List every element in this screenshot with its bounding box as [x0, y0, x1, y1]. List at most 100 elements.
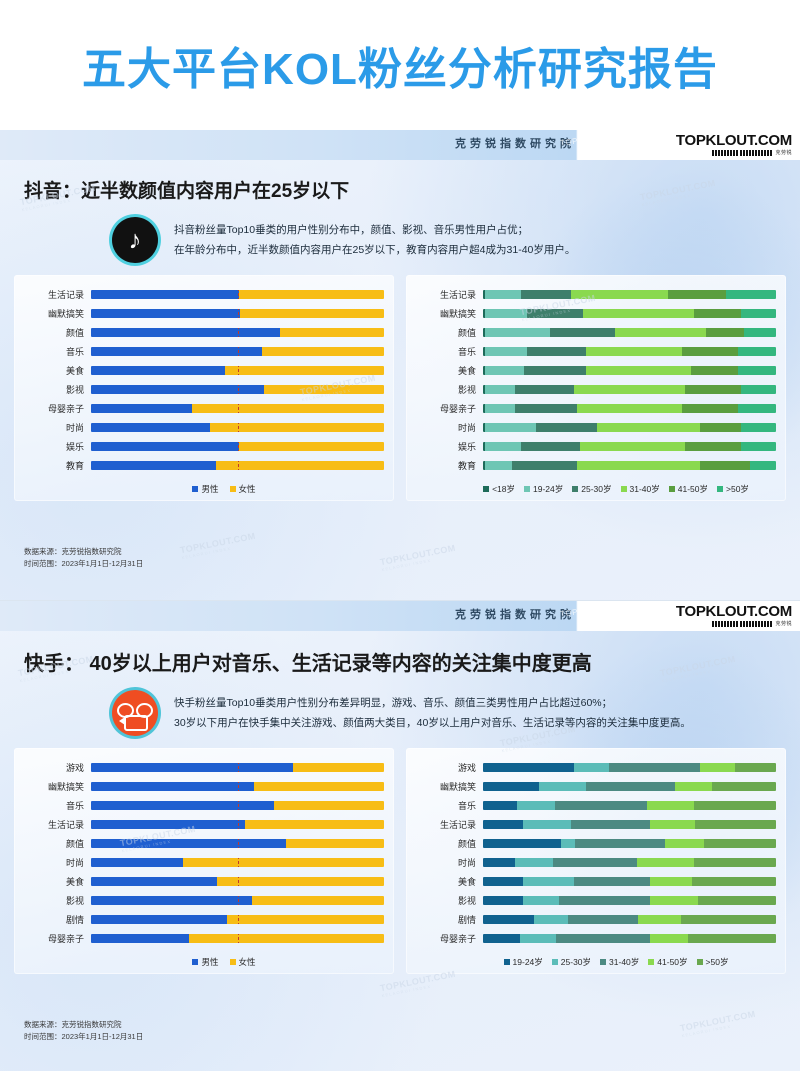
bar-segment-女性	[279, 328, 384, 337]
category-label: 游戏	[65, 763, 84, 773]
category-label: 时尚	[65, 423, 84, 433]
section-intro: 快手粉丝量Top10垂类用户性别分布差异明显，游戏、音乐、颜值三类男性用户占比超…	[112, 690, 800, 736]
bar-segment-<18岁	[483, 423, 486, 432]
reference-line	[237, 858, 239, 867]
chart-row: 生活记录	[416, 285, 776, 304]
kuaishou-logo-icon	[112, 690, 158, 736]
bar-segment-25-30岁	[516, 801, 555, 810]
bar-segment-31-40岁	[554, 801, 648, 810]
stacked-bar	[483, 461, 776, 470]
topklout-wordmark: TOPKLOUT.COM	[675, 132, 792, 149]
chart-row: 颜值	[416, 323, 776, 342]
stacked-bar	[483, 877, 776, 886]
category-label: 生活记录	[47, 820, 84, 830]
bar-segment->50岁	[749, 461, 776, 470]
legend-item: 25-30岁	[572, 483, 612, 495]
bar-segment-25-30岁	[515, 404, 577, 413]
bar-segment->50岁	[737, 347, 776, 356]
bar-segment->50岁	[693, 858, 776, 867]
page-title: 五大平台KOL粉丝分析研究报告	[82, 45, 718, 94]
bar-segment-<18岁	[483, 404, 486, 413]
bar-segment->50岁	[704, 839, 776, 848]
category-label: 母婴亲子	[439, 404, 476, 414]
douyin-logo-icon: ♪	[112, 217, 158, 263]
legend-label: 19-24岁	[512, 957, 543, 967]
intro-text: 快手粉丝量Top10垂类用户性别分布差异明显，游戏、音乐、颜值三类男性用户占比超…	[174, 693, 691, 734]
chart-row: 游戏	[416, 758, 776, 777]
bar-segment-25-30岁	[560, 839, 576, 848]
intro-line-1: 抖音粉丝量Top10垂类的用户性别分布中，颜值、影视、音乐男性用户占优；	[174, 223, 529, 236]
category-label: 时尚	[457, 423, 476, 433]
legend-swatch-icon	[229, 959, 236, 965]
category-label: 美食	[65, 366, 84, 376]
barcode-icon	[711, 620, 773, 627]
stacked-bar	[483, 896, 776, 905]
bar-segment-男性	[91, 934, 190, 943]
chart-row: 生活记录	[416, 815, 776, 834]
bar-segment-男性	[91, 763, 294, 772]
bar-segment->50岁	[743, 328, 776, 337]
legend-label: 19-24岁	[533, 484, 564, 494]
stacked-bar	[483, 858, 776, 867]
legend-swatch-icon	[668, 486, 675, 492]
chart-row: 母婴亲子	[416, 929, 776, 948]
bar-segment-19-24岁	[483, 915, 535, 924]
legend-label: <18岁	[492, 484, 515, 494]
category-label: 音乐	[65, 801, 84, 811]
bar-segment-31-40岁	[570, 820, 650, 829]
legend-swatch-icon	[503, 959, 510, 965]
reference-line	[237, 839, 239, 848]
reference-line	[237, 404, 239, 413]
bar-segment-31-40岁	[553, 858, 637, 867]
bar-segment-男性	[91, 442, 239, 451]
bar-segment-41-50岁	[691, 366, 738, 375]
chart-row: 幽默搞笑	[24, 304, 384, 323]
bar-segment-男性	[91, 385, 264, 394]
bar-segment-男性	[91, 782, 254, 791]
legend-item: 41-50岁	[668, 483, 708, 495]
bar-segment-31-40岁	[614, 328, 706, 337]
legend-item: 25-30岁	[551, 956, 591, 968]
bar-segment-31-40岁	[582, 309, 694, 318]
topklout-wordmark: TOPKLOUT.COM	[675, 603, 792, 620]
bar-segment-男性	[91, 404, 193, 413]
bar-segment-女性	[227, 915, 384, 924]
legend-item: 男性	[192, 956, 219, 968]
bar-segment-41-50岁	[699, 423, 741, 432]
bar-segment-女性	[215, 461, 384, 470]
bar-segment-男性	[91, 366, 226, 375]
bar-segment->50岁	[711, 782, 776, 791]
chart-legend: 男性 女性	[24, 483, 384, 495]
bar-segment-女性	[252, 896, 384, 905]
category-label: 影视	[65, 385, 84, 395]
stacked-bar	[483, 366, 776, 375]
legend-label: 31-40岁	[609, 957, 640, 967]
chart-kuaishou-age: 游戏 幽默搞笑 音乐 生活记录 颜值 时尚 美食 影视 剧情 母婴亲子 19-24岁 25-30岁 3…	[406, 748, 786, 974]
bar-segment-19-24岁	[485, 423, 536, 432]
bar-segment-女性	[244, 820, 384, 829]
bar-segment-31-40岁	[576, 461, 700, 470]
bar-segment-男性	[91, 309, 241, 318]
bar-segment->50岁	[726, 290, 776, 299]
bar-segment-41-50岁	[636, 858, 694, 867]
legend-item: 男性	[192, 483, 219, 495]
stacked-bar	[483, 782, 776, 791]
chart-row: 剧情	[24, 910, 384, 929]
bar-segment-19-24岁	[483, 782, 539, 791]
reference-line	[237, 423, 239, 432]
bar-segment-<18岁	[483, 385, 486, 394]
chart-row: 音乐	[24, 796, 384, 815]
category-label: 美食	[457, 366, 476, 376]
bar-segment-19-24岁	[485, 347, 527, 356]
bar-segment-男性	[91, 915, 228, 924]
stacked-bar	[91, 763, 384, 772]
camera-body-icon	[124, 715, 148, 731]
bar-segment-男性	[91, 801, 275, 810]
chart-row: 影视	[24, 891, 384, 910]
chart-row: 娱乐	[24, 437, 384, 456]
bar-segment-女性	[183, 858, 384, 867]
category-label: 教育	[457, 461, 476, 471]
legend-label: >50岁	[705, 957, 729, 967]
chart-rows: 生活记录 幽默搞笑 颜值 音乐 美食 影视 母婴亲子 时尚 娱乐 教育	[416, 285, 776, 475]
camera-lens-icon	[119, 717, 125, 725]
